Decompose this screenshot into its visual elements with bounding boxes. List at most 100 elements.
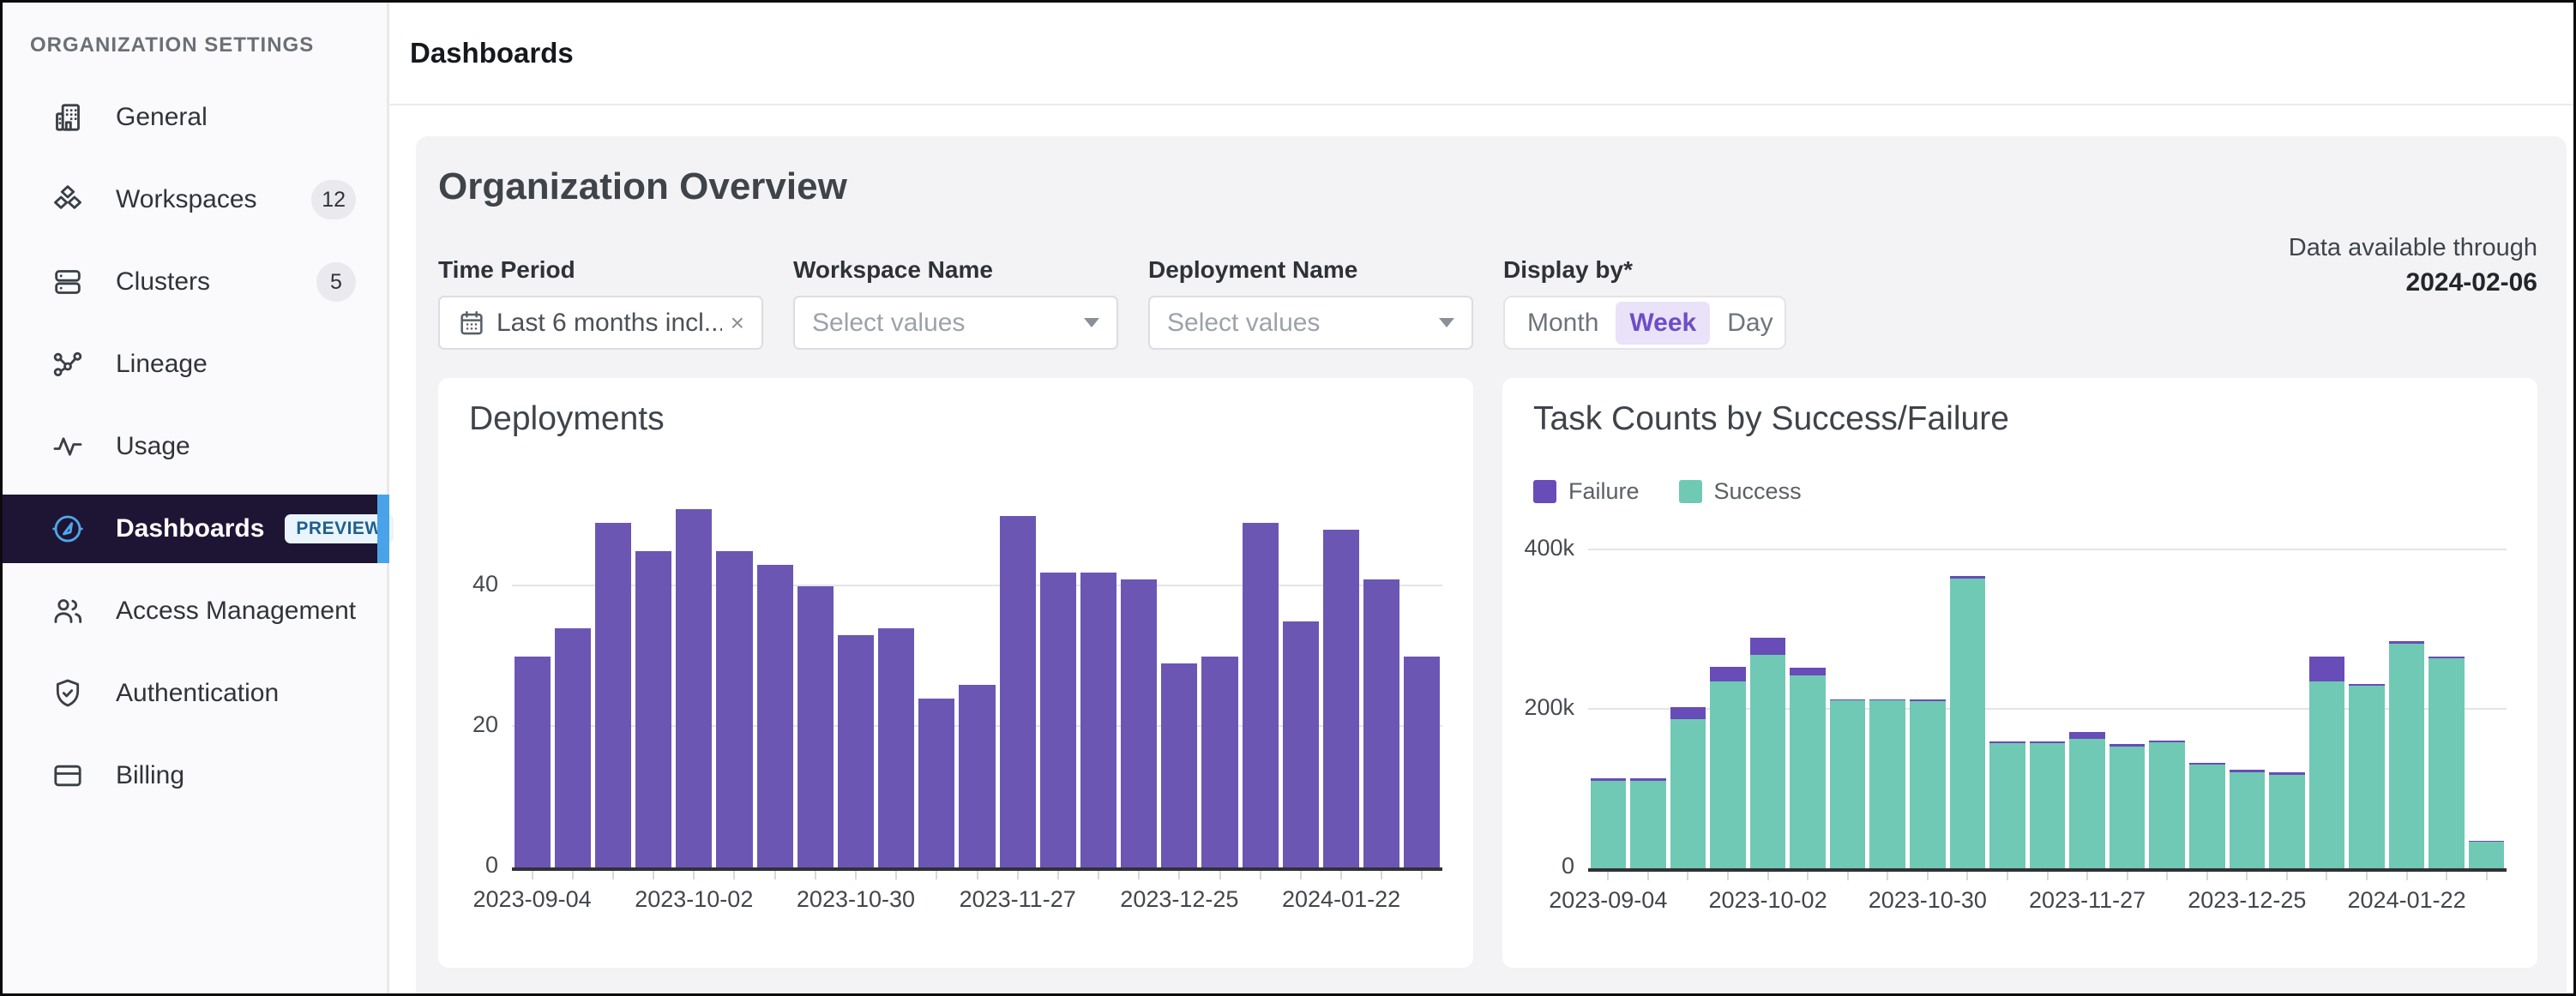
- workspace-name-select[interactable]: Select values: [793, 296, 1118, 350]
- sidebar-item-label: General: [116, 103, 208, 132]
- bar-segment-success: [2189, 765, 2225, 868]
- bar-segment: [1201, 657, 1237, 867]
- bar-segment: [1323, 530, 1359, 867]
- x-axis-tick: [1057, 871, 1059, 879]
- content-area: Organization Overview Data available thr…: [389, 105, 2573, 993]
- sidebar-item-label: Clusters: [116, 267, 210, 297]
- bar-segment-success: [1869, 700, 1905, 868]
- sidebar-item-general[interactable]: General: [3, 76, 387, 159]
- data-available-label: Data available through: [2289, 231, 2537, 265]
- chart-legend: Failure Success: [1533, 476, 2507, 507]
- bar: [1788, 531, 1828, 868]
- task-counts-chart-card: Task Counts by Success/Failure Failure S…: [1502, 378, 2537, 968]
- task-counts-chart: 0200k400k2023-09-042023-10-022023-10-302…: [1588, 531, 2507, 872]
- x-axis-tick: [1178, 871, 1180, 879]
- x-axis-tick-label: 2024-01-22: [1282, 886, 1400, 913]
- x-axis-tick: [936, 871, 937, 879]
- x-axis-tick: [2326, 872, 2327, 880]
- pulse-icon: [51, 429, 85, 464]
- x-axis-tick: [1727, 872, 1729, 880]
- deployment-name-select[interactable]: Select values: [1148, 296, 1473, 350]
- sidebar-item-access-management[interactable]: Access Management: [3, 570, 387, 652]
- bar: [674, 481, 714, 867]
- calendar-icon: [457, 309, 486, 338]
- bar: [917, 481, 957, 867]
- bar: [2466, 531, 2507, 868]
- display-by-label: Display by*: [1503, 256, 1786, 284]
- x-axis-tick: [1138, 871, 1140, 879]
- charts-row: Deployments 020402023-09-042023-10-02202…: [438, 378, 2537, 968]
- shield-check-icon: [51, 676, 85, 711]
- bar-segment: [797, 586, 834, 867]
- sidebar-section-header: ORGANIZATION SETTINGS: [30, 33, 387, 57]
- x-axis-tick: [2127, 872, 2128, 880]
- x-axis-tick: [1687, 872, 1688, 880]
- bar-segment: [595, 523, 631, 867]
- bar: [1119, 481, 1159, 867]
- lineage-graph-icon: [51, 347, 85, 381]
- bar-segment: [1080, 573, 1116, 867]
- caret-down-icon: [1084, 318, 1099, 327]
- sidebar-item-label: Lineage: [116, 350, 208, 379]
- deployments-chart-title: Deployments: [469, 400, 1442, 438]
- clear-time-period-icon[interactable]: ×: [722, 309, 744, 337]
- x-axis-tick: [1017, 871, 1019, 879]
- x-axis-tick: [1219, 871, 1221, 879]
- bar-segment: [959, 685, 995, 867]
- page-title: Dashboards: [410, 37, 574, 69]
- clusters-count-badge: 5: [316, 262, 356, 302]
- display-by-week-button[interactable]: Week: [1616, 302, 1710, 345]
- sidebar-item-billing[interactable]: Billing: [3, 735, 387, 817]
- bar: [593, 481, 633, 867]
- cubes-icon: [51, 183, 85, 217]
- bar-segment: [515, 657, 551, 867]
- bar: [1748, 531, 1788, 868]
- data-available-note: Data available through 2024-02-06: [2289, 231, 2537, 301]
- bar-segment-success: [1670, 719, 1706, 868]
- x-axis-tick: [1098, 871, 1099, 879]
- bar-segment-success: [2349, 686, 2385, 868]
- legend-item-success: Success: [1679, 478, 1802, 505]
- bar-segment: [555, 628, 591, 867]
- sidebar-item-usage[interactable]: Usage: [3, 405, 387, 488]
- bar: [1588, 531, 1628, 868]
- bar-segment-success: [1630, 781, 1666, 868]
- bar-segment-success: [2309, 681, 2345, 868]
- credit-card-icon: [51, 759, 85, 793]
- sidebar-item-authentication[interactable]: Authentication: [3, 652, 387, 735]
- x-axis-tick: [2086, 872, 2088, 880]
- y-axis-tick-label: 40: [472, 571, 498, 597]
- bar-segment: [1121, 579, 1157, 867]
- servers-icon: [51, 265, 85, 299]
- x-axis-tick: [1340, 871, 1342, 879]
- x-axis-tick: [2446, 872, 2447, 880]
- sidebar-item-clusters[interactable]: Clusters 5: [3, 241, 387, 323]
- x-axis-tick: [1807, 872, 1809, 880]
- y-axis-tick-label: 0: [485, 852, 498, 879]
- y-axis-tick-label: 0: [1562, 853, 1574, 879]
- time-period-input[interactable]: Last 6 months incl... ×: [438, 296, 763, 350]
- bar-segment-success: [2030, 743, 2066, 868]
- x-axis-tick: [1647, 872, 1649, 880]
- bar-segment: [1283, 621, 1319, 867]
- bar: [1200, 481, 1240, 867]
- building-icon: [51, 100, 85, 135]
- sidebar-item-workspaces[interactable]: Workspaces 12: [3, 159, 387, 241]
- display-by-month-button[interactable]: Month: [1514, 302, 1612, 345]
- deployment-name-filter: Deployment Name Select values: [1148, 256, 1473, 350]
- bar-segment: [1040, 573, 1076, 867]
- time-period-label: Time Period: [438, 256, 763, 284]
- workspace-name-label: Workspace Name: [793, 256, 1118, 284]
- sidebar-item-label: Workspaces: [116, 185, 257, 214]
- x-axis-tick: [2486, 872, 2488, 880]
- organization-overview-panel: Organization Overview Data available thr…: [416, 136, 2567, 993]
- deployments-chart: 020402023-09-042023-10-022023-10-302023-…: [512, 481, 1442, 871]
- bar: [2227, 531, 2267, 868]
- bar-segment-failure: [2309, 657, 2345, 682]
- x-axis-tick: [2007, 872, 2008, 880]
- bar: [1321, 481, 1361, 867]
- sidebar-item-dashboards[interactable]: Dashboards PREVIEW: [3, 495, 387, 563]
- bar-segment: [757, 565, 793, 867]
- display-by-day-button[interactable]: Day: [1713, 302, 1786, 345]
- sidebar-item-lineage[interactable]: Lineage: [3, 323, 387, 405]
